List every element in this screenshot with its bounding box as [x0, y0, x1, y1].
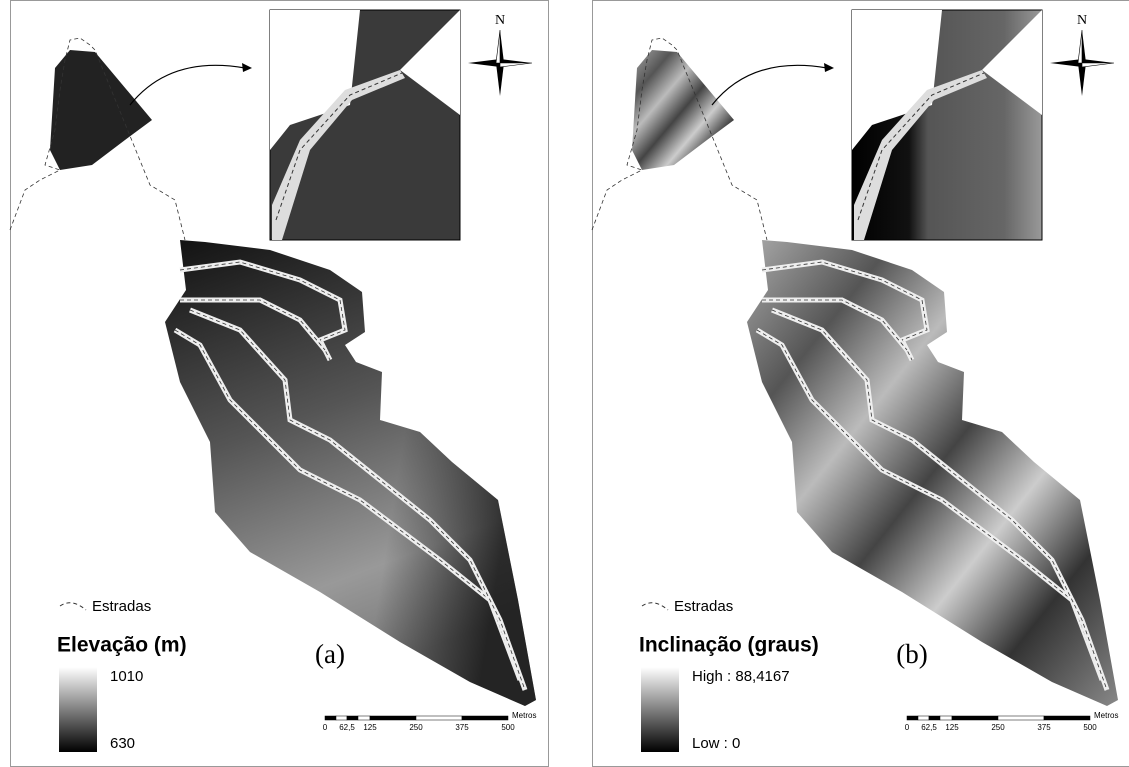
legend-low: 630 — [110, 735, 135, 752]
north-label: N — [1077, 13, 1087, 28]
scale-segment — [347, 716, 358, 720]
north-arrow: N — [1050, 13, 1114, 96]
legend-road-label: Estradas — [674, 598, 733, 615]
scale-segment — [907, 716, 918, 720]
legend-ramp — [59, 667, 97, 752]
scale-segment — [336, 716, 347, 720]
inset — [852, 10, 1042, 240]
scale-label: 375 — [1037, 723, 1051, 732]
scale-label: 0 — [905, 723, 910, 732]
panel-label: (a) — [315, 639, 345, 669]
study-area-shade — [165, 240, 536, 706]
legend-title: Elevação (m) — [57, 634, 187, 657]
scale-label: 62,5 — [339, 723, 355, 732]
legend-high: High : 88,4167 — [692, 668, 790, 685]
scale-label: 500 — [1083, 723, 1097, 732]
zoom-arrowhead — [824, 63, 834, 72]
zoom-arrow — [712, 65, 827, 105]
inset — [270, 10, 460, 240]
legend-title: Inclinação (graus) — [639, 634, 819, 657]
scale-segment — [952, 716, 998, 720]
figure: N Estradas Elevação (m) 1010 630 (a) 0 62,5 125 2… — [0, 0, 1129, 767]
scale-segment — [325, 716, 336, 720]
scale-label: 125 — [363, 723, 377, 732]
map-panel: N Estradas Inclinação (graus) High : 88,416… — [592, 1, 1129, 767]
north-label: N — [495, 13, 505, 28]
scale-segment — [998, 716, 1044, 720]
scale-segment — [370, 716, 416, 720]
scale-segment — [929, 716, 940, 720]
scale-label: 62,5 — [921, 723, 937, 732]
scale-label: 0 — [323, 723, 328, 732]
scale-unit: Metros — [512, 711, 536, 720]
scale-segment — [918, 716, 929, 720]
scale-segment — [940, 716, 952, 720]
scale-label: 250 — [991, 723, 1005, 732]
panel-label: (b) — [896, 639, 927, 669]
scale-segment — [462, 716, 508, 720]
scale-label: 250 — [409, 723, 423, 732]
legend-ramp — [641, 667, 679, 752]
scale-label: 375 — [455, 723, 469, 732]
scale-unit: Metros — [1094, 711, 1118, 720]
scale-segment — [358, 716, 370, 720]
scale-segment — [1044, 716, 1090, 720]
legend-road-symbol — [60, 603, 86, 610]
legend-low: Low : 0 — [692, 735, 740, 752]
legend-high: 1010 — [110, 668, 143, 685]
zoom-arrow — [130, 65, 245, 105]
legend-road-symbol — [642, 603, 668, 610]
scale-label: 500 — [501, 723, 515, 732]
legend-road-label: Estradas — [92, 598, 151, 615]
scale-label: 125 — [945, 723, 959, 732]
scale-segment — [416, 716, 462, 720]
map-panel: N Estradas Elevação (m) 1010 630 (a) 0 62,5 125 2… — [10, 1, 549, 767]
north-arrow: N — [468, 13, 532, 96]
zoom-arrowhead — [242, 63, 252, 72]
